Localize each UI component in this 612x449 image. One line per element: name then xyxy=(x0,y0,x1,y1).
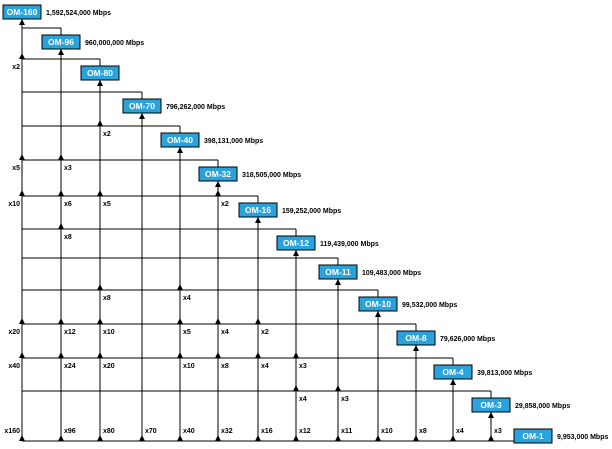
node-rate-om-8: 79,626,000 Mbps xyxy=(440,336,495,343)
node-rate-om-16: 159,252,000 Mbps xyxy=(282,208,341,215)
node-label-om-3: OM-3 xyxy=(480,400,502,410)
mult-label: x10 xyxy=(103,329,115,336)
node-label-om-80: OM-80 xyxy=(87,68,113,78)
mult-label: x40 xyxy=(8,363,20,370)
node-label-om-4: OM-4 xyxy=(442,367,464,377)
node-rate-om-160: 1,592,524,000 Mbps xyxy=(46,10,111,17)
box-arrowhead xyxy=(488,412,494,418)
mult-label: x4 xyxy=(221,329,229,336)
mult-label: x8 xyxy=(419,428,427,435)
mult-label: x10 xyxy=(183,363,195,370)
mult-label: x20 xyxy=(103,363,115,370)
node-box-om-160 xyxy=(2,4,42,20)
node-box-om-10 xyxy=(358,296,398,312)
mult-label: x2 xyxy=(221,201,229,208)
mult-label: x12 xyxy=(299,428,311,435)
node-rate-om-11: 109,483,000 Mbps xyxy=(362,270,421,277)
mult-label: x10 xyxy=(8,201,20,208)
mult-label: x8 xyxy=(64,234,72,241)
node-box-om-8 xyxy=(396,330,436,346)
node-label-om-160: OM-160 xyxy=(7,7,38,17)
mult-label: x4 xyxy=(299,396,307,403)
node-box-om-32 xyxy=(198,166,238,182)
node-rate-om-40: 398,131,000 Mbps xyxy=(204,138,263,145)
node-rate-om-3: 29,858,000 Mbps xyxy=(515,403,570,410)
mult-label: x70 xyxy=(145,428,157,435)
box-arrowhead xyxy=(215,181,221,187)
node-label-om-1: OM-1 xyxy=(522,431,544,441)
mult-label: x4 xyxy=(261,363,269,370)
mult-label: x4 xyxy=(183,295,191,302)
node-box-om-70 xyxy=(122,98,162,114)
mult-label: x20 xyxy=(8,329,20,336)
mult-label: x2 xyxy=(12,64,20,71)
node-rate-om-96: 960,000,000 Mbps xyxy=(85,40,144,47)
node-label-om-10: OM-10 xyxy=(365,299,391,309)
mult-label: x96 xyxy=(64,428,76,435)
mult-label: x160 xyxy=(4,428,20,435)
node-box-om-96 xyxy=(41,34,81,50)
node-box-om-11 xyxy=(318,264,358,280)
mult-label: x80 xyxy=(103,428,115,435)
node-rate-om-12: 119,439,000 Mbps xyxy=(320,241,379,248)
node-label-om-70: OM-70 xyxy=(129,101,155,111)
mult-label: x5 xyxy=(103,201,111,208)
node-rate-om-1: 9,953,000 Mbps xyxy=(557,434,608,441)
mult-label: x3 xyxy=(299,363,307,370)
box-arrowhead xyxy=(450,379,456,385)
box-arrowhead xyxy=(97,80,103,86)
mult-label: x8 xyxy=(103,295,111,302)
box-arrowhead xyxy=(19,19,25,25)
node-box-om-16 xyxy=(238,202,278,218)
node-label-om-11: OM-11 xyxy=(325,267,351,277)
node-box-om-40 xyxy=(160,132,200,148)
box-arrowhead xyxy=(375,311,381,317)
mult-label: x5 xyxy=(12,165,20,172)
mult-label: x6 xyxy=(64,201,72,208)
mult-label: x10 xyxy=(381,428,393,435)
box-arrowhead xyxy=(58,49,64,55)
mult-label: x32 xyxy=(221,428,233,435)
box-arrowhead xyxy=(413,345,419,351)
node-box-om-4 xyxy=(433,364,473,380)
mult-label: x2 xyxy=(261,329,269,336)
node-rate-om-70: 796,262,000 Mbps xyxy=(166,104,225,111)
node-label-om-8: OM-8 xyxy=(405,333,427,343)
node-box-om-12 xyxy=(276,235,316,251)
mult-label: x3 xyxy=(64,165,72,172)
box-arrowhead xyxy=(139,113,145,119)
node-rate-om-32: 318,505,000 Mbps xyxy=(242,172,301,179)
box-arrowhead xyxy=(293,250,299,256)
mult-label: x4 xyxy=(456,428,464,435)
node-label-om-32: OM-32 xyxy=(205,169,231,179)
node-label-om-96: OM-96 xyxy=(48,37,74,47)
node-rate-om-10: 99,532,000 Mbps xyxy=(402,302,457,309)
mult-label: x11 xyxy=(341,428,352,435)
mult-label: x40 xyxy=(183,428,195,435)
mult-label: x3 xyxy=(494,428,502,435)
mult-label: x16 xyxy=(261,428,273,435)
node-box-om-1 xyxy=(513,428,553,444)
box-arrowhead xyxy=(177,147,183,153)
node-rate-om-4: 39,813,000 Mbps xyxy=(477,370,532,377)
mult-label: x5 xyxy=(183,329,191,336)
node-box-om-80 xyxy=(80,65,120,81)
mult-label: x12 xyxy=(64,329,76,336)
mult-label: x24 xyxy=(64,363,76,370)
node-box-om-3 xyxy=(471,397,511,413)
node-label-om-12: OM-12 xyxy=(283,238,309,248)
box-arrowhead xyxy=(255,217,261,223)
mult-label: x3 xyxy=(341,396,349,403)
mult-label: x8 xyxy=(221,363,229,370)
node-label-om-16: OM-16 xyxy=(245,205,271,215)
mult-label: x2 xyxy=(103,131,111,138)
box-arrowhead xyxy=(335,279,341,285)
node-label-om-40: OM-40 xyxy=(167,135,193,145)
